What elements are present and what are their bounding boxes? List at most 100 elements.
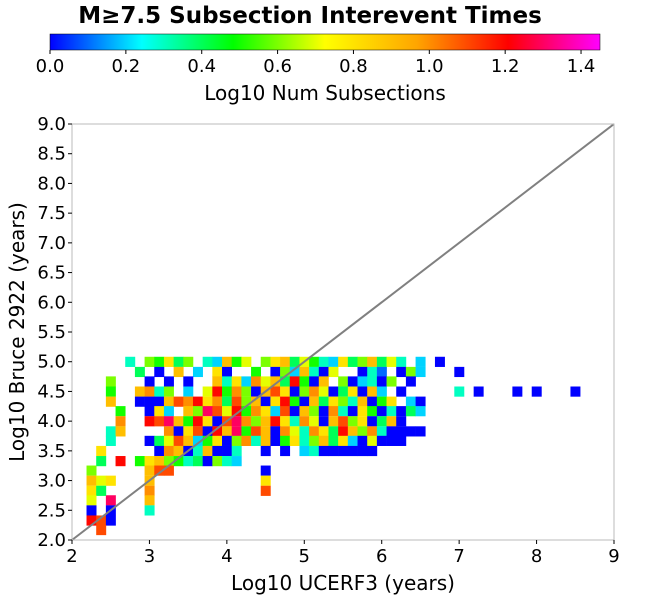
heatmap-cell [163,465,174,476]
heatmap-cell [251,386,262,397]
heatmap-cell [173,445,184,457]
heatmap-cell [202,356,213,367]
heatmap-cell [192,416,203,427]
heatmap-cell [357,435,368,446]
heatmap-cell [280,366,291,378]
heatmap-cell [183,396,194,407]
heatmap-cell [289,426,300,437]
heatmap-cell [115,406,126,417]
heatmap-cell [154,456,165,467]
heatmap-cell [144,435,155,446]
heatmap-cell [154,356,165,367]
y-axis-ticks: 2.0 2.5 3.0 3.5 4.0 4.5 5.0 5.5 6.0 6.5 7.0 7.5 8.0 8… [37,114,72,551]
heatmap-cell [96,524,107,536]
y-tick-label: 2.0 [37,530,66,551]
heatmap-cell [357,416,368,427]
heatmap-cell [376,406,387,417]
colorbar-tick-label: 0.8 [339,56,368,77]
heatmap-cell [222,456,232,467]
heatmap-cell [212,416,223,427]
heatmap-cell [512,386,523,397]
heatmap-cell [173,456,184,467]
heatmap-cell [115,426,126,437]
colorbar-ticks: 0.0 0.2 0.4 0.6 0.8 1.0 1.2 1.4 [36,50,596,77]
heatmap-cell [192,445,203,457]
heatmap-cell [192,366,203,378]
heatmap-cell [241,426,252,437]
heatmap-cell [154,435,165,446]
heatmap-cell [347,376,358,387]
y-tick-label: 4.5 [37,381,66,402]
heatmap-cell [260,416,271,427]
heatmap-cell [376,435,387,446]
heatmap-cell [86,505,97,516]
heatmap-cell [260,485,271,496]
heatmap-cell [144,396,155,407]
heatmap-cell [86,485,97,496]
heatmap-cell [405,426,416,437]
heatmap-cell [318,356,329,367]
heatmap-cell [154,366,165,378]
heatmap-cell [289,386,300,397]
heatmap-cell [173,416,184,427]
heatmap-cell [415,406,426,417]
heatmap-cell [260,396,271,407]
y-tick-label: 5.5 [37,322,66,343]
heatmap-cell [396,435,407,446]
heatmap-cell [163,356,174,367]
heatmap-cell [251,376,262,387]
heatmap-cell [105,376,116,387]
x-tick-label: 4 [221,546,232,567]
heatmap-cell [309,396,320,407]
heatmap-cell [251,416,262,427]
heatmap-cell [222,376,232,387]
heatmap-cell [338,406,349,417]
heatmap-cell [289,376,300,387]
heatmap-cell [367,435,378,446]
heatmap-cell [386,426,397,437]
x-tick-label: 3 [144,546,155,567]
heatmap-cell [251,366,262,378]
heatmap-cell [154,406,165,417]
heatmap-cell [96,445,107,457]
heatmap-cell [173,435,184,446]
heatmap-cell [338,356,349,367]
heatmap-cell [241,376,252,387]
heatmap-cell [318,445,329,457]
x-tick-label: 9 [608,546,619,567]
heatmap-cell [86,495,97,506]
heatmap-cell [231,456,242,467]
heatmap-cell [289,406,300,417]
heatmap-cell [376,416,387,427]
heatmap-cell [328,426,339,437]
heatmap-cell [318,426,329,437]
colorbar-tick-label: 0.6 [263,56,292,77]
y-tick-label: 8.0 [37,173,66,194]
heatmap-cell [328,406,339,417]
heatmap-cell [270,416,281,427]
colorbar-tick-label: 1.0 [415,56,444,77]
y-tick-label: 9.0 [37,114,66,135]
heatmap-cell [338,386,349,397]
heatmap-cell [144,406,155,417]
heatmap-cell [212,356,223,367]
y-tick-label: 6.0 [37,292,66,313]
heatmap-cell [144,386,155,397]
heatmap-cell [202,456,213,467]
heatmap-cell [415,366,426,378]
heatmap-cell [96,515,107,526]
heatmap-cell [260,445,271,457]
heatmap-cell [396,366,407,378]
heatmap-cell [328,396,339,407]
heatmap-cell [338,416,349,427]
heatmap-cell [280,426,291,437]
heatmap-cell [328,445,339,457]
heatmap-cell [347,416,358,427]
heatmap-cell [183,435,194,446]
heatmap-cell [299,426,310,437]
heatmap-cell [309,386,320,397]
colorbar-tick-label: 1.4 [567,56,596,77]
heatmap-cell [163,406,174,417]
heatmap-cell [96,456,107,467]
heatmap-cell [280,376,291,387]
